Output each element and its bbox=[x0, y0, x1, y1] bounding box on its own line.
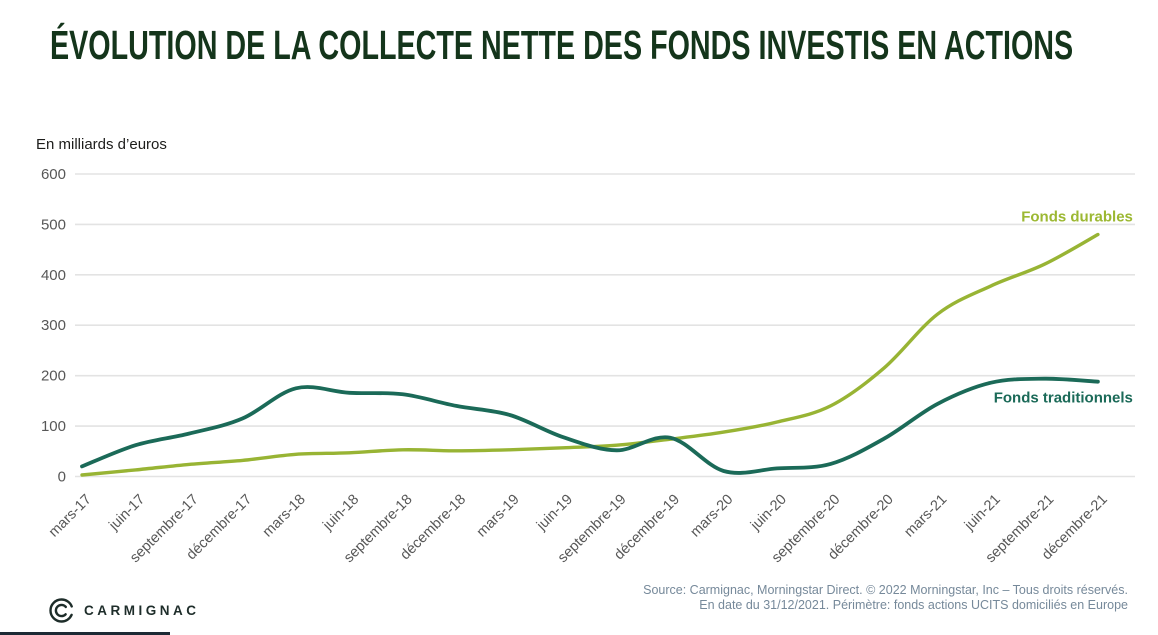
y-tick-label: 0 bbox=[58, 469, 66, 486]
x-tick-label: juin-20 bbox=[747, 492, 790, 535]
x-tick-label: mars-18 bbox=[260, 492, 309, 541]
x-tick-label: mars-21 bbox=[901, 492, 950, 541]
y-tick-label: 600 bbox=[41, 166, 66, 183]
y-tick-label: 500 bbox=[41, 216, 66, 233]
source-line-2: En date du 31/12/2021. Périmètre: fonds … bbox=[699, 598, 1128, 612]
x-tick-label: juin-17 bbox=[106, 492, 149, 535]
x-tick-label: juin-19 bbox=[533, 492, 576, 535]
page-title: ÉVOLUTION DE LA COLLECTE NETTE DES FONDS… bbox=[50, 22, 1074, 68]
y-tick-label: 400 bbox=[41, 267, 66, 284]
x-tick-label: mars-17 bbox=[46, 492, 95, 541]
series-line-traditionnels bbox=[80, 376, 1100, 475]
x-tick-label: juin-18 bbox=[319, 492, 362, 535]
x-tick-label: mars-19 bbox=[474, 492, 523, 541]
x-tick-label: mars-20 bbox=[688, 492, 737, 541]
source-note: Source: Carmignac, Morningstar Direct. ©… bbox=[643, 583, 1128, 613]
series-label-traditionnels: Fonds traditionnels bbox=[994, 390, 1133, 407]
x-tick-label: juin-21 bbox=[961, 492, 1004, 535]
source-line-1: Source: Carmignac, Morningstar Direct. ©… bbox=[643, 583, 1128, 597]
y-tick-label: 200 bbox=[41, 368, 66, 385]
y-tick-label: 300 bbox=[41, 317, 66, 334]
bottom-accent-bar bbox=[0, 632, 170, 635]
carmignac-logo-icon bbox=[49, 598, 74, 623]
y-axis-unit-label: En milliards d’euros bbox=[36, 136, 167, 153]
carmignac-logo-text: CARMIGNAC bbox=[84, 603, 200, 618]
series-label-durables: Fonds durables bbox=[1021, 209, 1133, 226]
carmignac-logo: CARMIGNAC bbox=[48, 597, 200, 624]
series-line-durables bbox=[80, 232, 1100, 477]
y-tick-label: 100 bbox=[41, 418, 66, 435]
